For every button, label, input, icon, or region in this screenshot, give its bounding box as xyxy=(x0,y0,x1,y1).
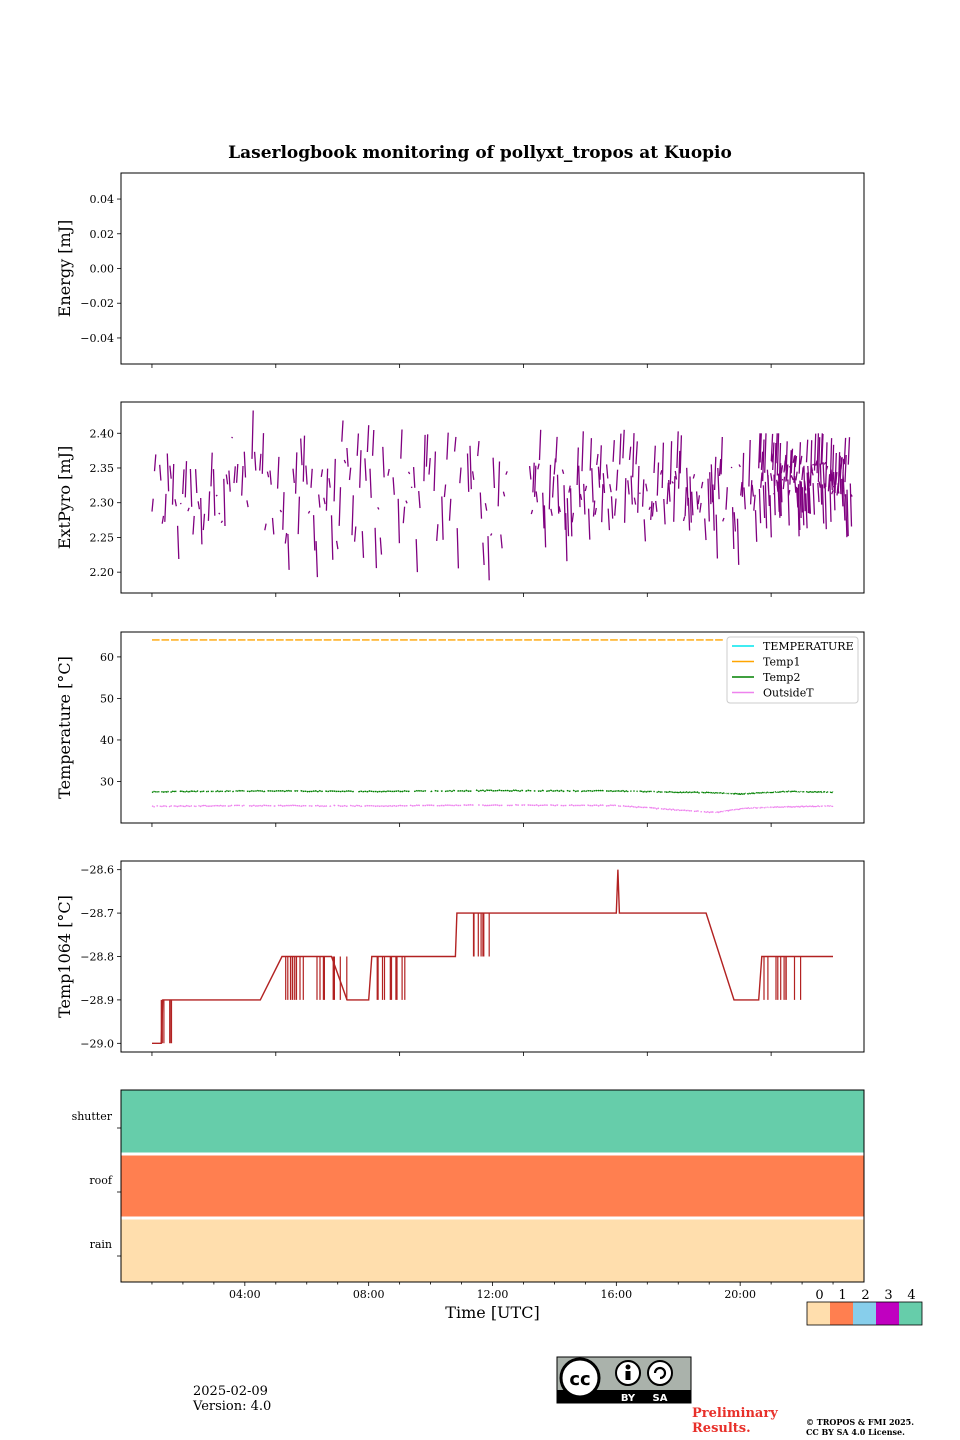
badge-sa-text: SA xyxy=(653,1393,668,1404)
ytick-label-energy-1: 0.02 xyxy=(90,228,115,241)
ytick-label-extpyro-4: 2.20 xyxy=(90,566,115,579)
xtick-label-2: 12:00 xyxy=(477,1288,509,1301)
ytick-label-energy-2: 0.00 xyxy=(90,263,115,276)
status-row-shutter xyxy=(121,1090,864,1154)
by-person-body-icon xyxy=(625,1371,631,1380)
ylabel-energy: Energy [mJ] xyxy=(55,220,74,318)
status-row-label-shutter: shutter xyxy=(72,1110,113,1123)
status-row-rain xyxy=(121,1218,864,1282)
preliminary-note: Preliminary Results. xyxy=(692,1406,778,1436)
extpyro-series-segment-0 xyxy=(151,410,508,581)
figure-title: Laserlogbook monitoring of pollyxt_tropo… xyxy=(228,143,732,163)
ytick-label-energy-0: 0.04 xyxy=(90,193,115,206)
status-row-label-roof: roof xyxy=(89,1174,113,1187)
frame-temperature xyxy=(120,631,865,824)
copyright-note: © TROPOS & FMI 2025. CC BY SA 4.0 Licens… xyxy=(806,1417,914,1437)
colorbar-tick-label-0: 0 xyxy=(815,1288,823,1303)
by-person-head-icon xyxy=(625,1364,631,1370)
frame-energy xyxy=(120,172,865,365)
sa-icon xyxy=(647,1360,673,1386)
ytick-label-temperature-2: 40 xyxy=(100,734,114,747)
preliminary-line2: Results. xyxy=(692,1421,751,1436)
status-row-roof xyxy=(121,1154,864,1218)
temperature-legend: TEMPERATURE Temp1 Temp2 OutsideT xyxy=(726,636,859,704)
ytick-label-temp1064-1: −28.7 xyxy=(80,907,114,920)
temp1064-series-line xyxy=(152,869,833,1044)
badge-by-text: BY xyxy=(621,1393,636,1404)
extpyro-series-segment-1 xyxy=(528,429,758,565)
cc-icon xyxy=(559,1357,601,1399)
cc-by-sa-badge: cc BY SA xyxy=(556,1356,692,1404)
temp1064-flicker-3 xyxy=(472,913,490,957)
colorbar-cell-2 xyxy=(853,1302,876,1325)
date-label: 2025-02-09 xyxy=(193,1384,268,1399)
copyright-line1: © TROPOS & FMI 2025. xyxy=(806,1417,915,1427)
frame-extpyro xyxy=(120,401,865,594)
temperature-series-Temp2 xyxy=(151,789,834,796)
legend-label-TEMPERATURE: TEMPERATURE xyxy=(763,640,854,653)
footer-info: 2025-02-09 Version: 4.0 xyxy=(193,1384,271,1414)
temp1064-flicker-2 xyxy=(376,956,406,1000)
colorbar-tick-label-2: 2 xyxy=(861,1288,869,1303)
ylabel-temperature: Temperature [°C] xyxy=(55,656,74,799)
colorbar-cell-0 xyxy=(807,1302,830,1325)
colorbar-cell-4 xyxy=(899,1302,922,1325)
ytick-label-temperature-0: 60 xyxy=(100,651,114,664)
xtick-label-4: 20:00 xyxy=(724,1288,756,1301)
legend-label-Temp2: Temp2 xyxy=(763,671,800,684)
colorbar-tick-label-3: 3 xyxy=(884,1288,892,1303)
legend-label-Temp1: Temp1 xyxy=(763,656,800,669)
ytick-label-temperature-1: 50 xyxy=(100,692,114,705)
ylabel-extpyro: ExtPyro [mJ] xyxy=(55,446,74,549)
sa-arrow-icon xyxy=(653,1366,667,1380)
xtick-label-0: 04:00 xyxy=(229,1288,261,1301)
temperature-series-OutsideT xyxy=(151,803,834,814)
legend-label-OutsideT: OutsideT xyxy=(763,687,814,700)
colorbar-frame xyxy=(806,1301,923,1326)
ytick-label-temp1064-3: −28.9 xyxy=(80,994,114,1007)
temp1064-flicker-0 xyxy=(160,999,173,1044)
ytick-label-temp1064-2: −28.8 xyxy=(80,951,114,964)
status-row-label-rain: rain xyxy=(90,1238,112,1251)
preliminary-line1: Preliminary xyxy=(692,1406,778,1421)
ytick-label-temp1064-0: −28.6 xyxy=(80,864,114,877)
cc-icon-text: cc xyxy=(569,1369,590,1390)
ytick-label-energy-3: −0.02 xyxy=(80,297,114,310)
x-axis-label: Time [UTC] xyxy=(445,1303,539,1322)
colorbar-cell-3 xyxy=(876,1302,899,1325)
colorbar-tick-label-1: 1 xyxy=(838,1288,846,1303)
ytick-label-temperature-3: 30 xyxy=(100,775,114,788)
version-label: Version: 4.0 xyxy=(193,1399,272,1414)
colorbar-cell-1 xyxy=(830,1302,853,1325)
ytick-label-energy-4: −0.04 xyxy=(80,332,114,345)
ytick-label-temp1064-4: −29.0 xyxy=(80,1037,114,1050)
temp1064-flicker-1 xyxy=(285,956,348,1000)
legend-box xyxy=(726,636,859,704)
copyright-line2: CC BY SA 4.0 License. xyxy=(806,1427,905,1437)
extpyro-series-segment-2 xyxy=(758,433,853,538)
ytick-label-extpyro-3: 2.25 xyxy=(90,531,115,544)
frame-temp1064 xyxy=(120,860,865,1053)
ytick-label-extpyro-1: 2.35 xyxy=(90,462,115,475)
ytick-label-extpyro-0: 2.40 xyxy=(90,427,115,440)
xtick-label-1: 08:00 xyxy=(353,1288,385,1301)
temp1064-flicker-4 xyxy=(763,956,802,1000)
xtick-label-3: 16:00 xyxy=(600,1288,632,1301)
ytick-label-extpyro-2: 2.30 xyxy=(90,497,115,510)
colorbar-tick-label-4: 4 xyxy=(907,1288,915,1303)
ylabel-temp1064: Temp1064 [°C] xyxy=(55,895,74,1018)
